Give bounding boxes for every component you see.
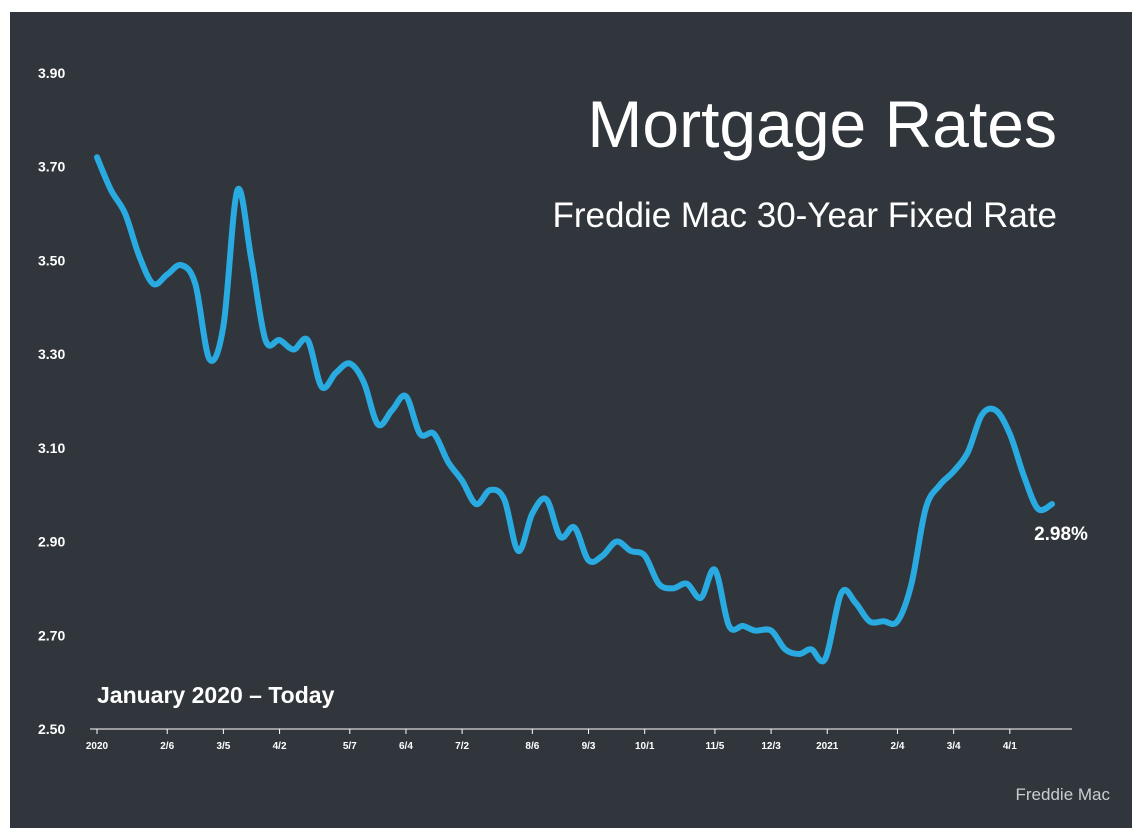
x-tick-label: 3/4 [947,741,961,752]
x-tick-label: 5/7 [343,741,357,752]
x-tick-label: 4/2 [273,741,287,752]
chart-title: Mortgage Rates [587,87,1057,161]
y-tick-label: 3.70 [38,159,65,175]
y-tick-label: 3.90 [38,65,65,81]
y-tick-label: 2.50 [38,721,65,737]
x-tick-label: 10/1 [635,741,655,752]
source-label: Freddie Mac [1015,785,1110,804]
x-tick-label: 12/3 [761,741,781,752]
x-tick-label: 4/1 [1003,741,1017,752]
x-tick-label: 8/6 [525,741,539,752]
x-tick-label: 2/6 [160,741,174,752]
date-range-label: January 2020 – Today [97,682,335,708]
x-tick-label: 9/3 [582,741,596,752]
y-tick-label: 3.30 [38,346,65,362]
x-tick-label: 6/4 [399,741,413,752]
x-tick-label: 2/4 [891,741,905,752]
y-axis: 3.90 3.70 3.50 3.30 3.10 2.90 2.70 2.50 [38,65,65,737]
series-line [94,154,1055,665]
y-tick-label: 3.50 [38,252,65,268]
y-tick-label: 3.10 [38,440,65,456]
y-tick-label: 2.90 [38,534,65,550]
x-tick-label: 3/5 [216,741,230,752]
chart-subtitle: Freddie Mac 30-Year Fixed Rate [552,196,1057,235]
end-value-label: 2.98% [1034,524,1088,545]
x-tick-label: 2020 [86,741,109,752]
chart-panel [10,12,1132,828]
x-tick-label: 11/5 [705,741,724,752]
x-tick-label: 7/2 [455,741,469,752]
x-tick-label: 2021 [816,741,839,752]
x-axis: 2020 2/6 3/5 4/2 5/7 6/4 7/2 8/6 9/3 10/1 11/5 12/3… [86,729,1017,752]
y-tick-label: 2.70 [38,627,65,643]
